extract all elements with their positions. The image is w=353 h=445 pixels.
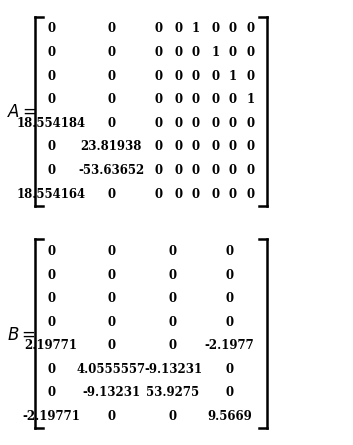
Text: 0: 0 (174, 46, 183, 59)
Text: 0: 0 (211, 69, 220, 83)
Text: 0: 0 (107, 410, 115, 423)
Text: 0: 0 (174, 117, 183, 130)
Text: 0: 0 (192, 140, 200, 154)
Text: 0: 0 (229, 164, 237, 177)
Text: 0: 0 (229, 187, 237, 201)
Text: 0: 0 (174, 93, 183, 106)
Text: 0: 0 (107, 117, 115, 130)
Text: 0: 0 (174, 164, 183, 177)
Text: 0: 0 (192, 69, 200, 83)
Text: 9.5669: 9.5669 (207, 410, 252, 423)
Text: 0: 0 (47, 69, 55, 83)
Text: -9.13231: -9.13231 (144, 363, 202, 376)
Text: 0: 0 (169, 245, 177, 258)
Text: 0: 0 (155, 117, 163, 130)
Text: 0: 0 (169, 410, 177, 423)
Text: 0: 0 (169, 268, 177, 282)
Text: 0: 0 (47, 245, 55, 258)
Text: 0: 0 (225, 245, 234, 258)
Text: 0: 0 (174, 140, 183, 154)
Text: 0: 0 (229, 46, 237, 59)
Text: 0: 0 (107, 316, 115, 329)
Text: 0: 0 (169, 339, 177, 352)
Text: 0: 0 (225, 386, 234, 400)
Text: 0: 0 (246, 187, 255, 201)
Text: 0: 0 (211, 140, 220, 154)
Text: 0: 0 (47, 292, 55, 305)
Text: 0: 0 (107, 268, 115, 282)
Text: 1: 1 (211, 46, 220, 59)
Text: 0: 0 (107, 245, 115, 258)
Text: 0: 0 (229, 140, 237, 154)
Text: 0: 0 (155, 69, 163, 83)
Text: 0: 0 (169, 292, 177, 305)
Text: 0: 0 (174, 22, 183, 36)
Text: 0: 0 (192, 164, 200, 177)
Text: 0: 0 (211, 93, 220, 106)
Text: 0: 0 (225, 363, 234, 376)
Text: 0: 0 (107, 69, 115, 83)
Text: 0: 0 (107, 292, 115, 305)
Text: -9.13231: -9.13231 (82, 386, 140, 400)
Text: 0: 0 (246, 46, 255, 59)
Text: 0: 0 (192, 187, 200, 201)
Text: 2.19771: 2.19771 (25, 339, 78, 352)
Text: 0: 0 (225, 268, 234, 282)
Text: 0: 0 (47, 386, 55, 400)
Text: 0: 0 (155, 187, 163, 201)
Text: 0: 0 (211, 22, 220, 36)
Text: 0: 0 (246, 69, 255, 83)
Text: 0: 0 (246, 22, 255, 36)
Text: 0: 0 (107, 46, 115, 59)
Text: 0: 0 (192, 117, 200, 130)
Text: 0: 0 (155, 93, 163, 106)
Text: 0: 0 (107, 187, 115, 201)
Text: 0: 0 (169, 316, 177, 329)
Text: 0: 0 (155, 140, 163, 154)
Text: 18.554184: 18.554184 (17, 117, 86, 130)
Text: 0: 0 (211, 187, 220, 201)
Text: 0: 0 (107, 93, 115, 106)
Text: 0: 0 (174, 69, 183, 83)
Text: -53.63652: -53.63652 (78, 164, 144, 177)
Text: 0: 0 (211, 117, 220, 130)
Text: 0: 0 (192, 93, 200, 106)
Text: 0: 0 (229, 117, 237, 130)
Text: 0: 0 (225, 316, 234, 329)
Text: $\mathbf{\mathit{B}}=$: $\mathbf{\mathit{B}}=$ (7, 326, 36, 344)
Text: 0: 0 (47, 140, 55, 154)
Text: 0: 0 (225, 292, 234, 305)
Text: 0: 0 (47, 164, 55, 177)
Text: 0: 0 (155, 46, 163, 59)
Text: 0: 0 (107, 339, 115, 352)
Text: 23.81938: 23.81938 (80, 140, 142, 154)
Text: 0: 0 (246, 117, 255, 130)
Text: 0: 0 (47, 46, 55, 59)
Text: 1: 1 (246, 93, 255, 106)
Text: 0: 0 (229, 22, 237, 36)
Text: 0: 0 (211, 164, 220, 177)
Text: 0: 0 (47, 363, 55, 376)
Text: $\mathbf{\mathit{A}}=$: $\mathbf{\mathit{A}}=$ (7, 103, 37, 121)
Text: 1: 1 (192, 22, 200, 36)
Text: 0: 0 (246, 164, 255, 177)
Text: 0: 0 (229, 93, 237, 106)
Text: 18.554164: 18.554164 (17, 187, 86, 201)
Text: 0: 0 (107, 22, 115, 36)
Text: -2.19771: -2.19771 (22, 410, 80, 423)
Text: -2.1977: -2.1977 (205, 339, 254, 352)
Text: 1: 1 (229, 69, 237, 83)
Text: 4.0555557: 4.0555557 (77, 363, 146, 376)
Text: 0: 0 (47, 22, 55, 36)
Text: 0: 0 (155, 164, 163, 177)
Text: 0: 0 (155, 22, 163, 36)
Text: 0: 0 (192, 46, 200, 59)
Text: 0: 0 (47, 268, 55, 282)
Text: 0: 0 (246, 140, 255, 154)
Text: 0: 0 (47, 316, 55, 329)
Text: 53.9275: 53.9275 (146, 386, 199, 400)
Text: 0: 0 (47, 93, 55, 106)
Text: 0: 0 (174, 187, 183, 201)
